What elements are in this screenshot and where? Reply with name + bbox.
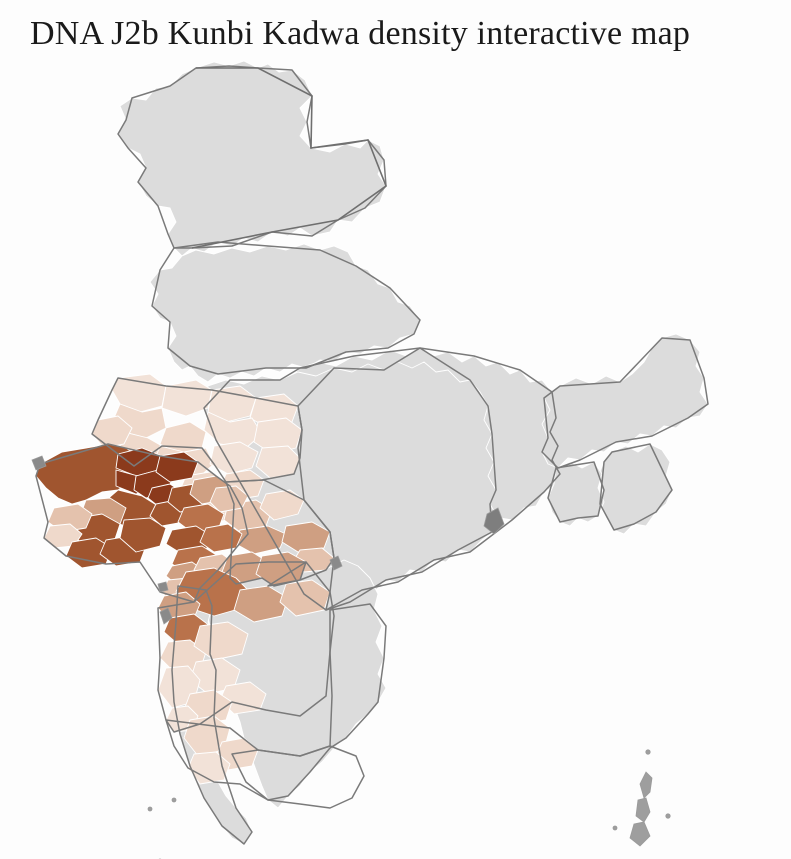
page-title: DNA J2b Kunbi Kadwa density interactive …: [30, 15, 691, 52]
island-lakshadweep-2: [171, 797, 177, 803]
island-speck-a: [645, 749, 651, 755]
islands-layer: [147, 749, 671, 859]
district-border-speck: [31, 455, 47, 471]
district-indore[interactable]: [259, 489, 305, 521]
district-khandwa[interactable]: [281, 521, 331, 553]
district-daman-diu: [157, 581, 169, 593]
district-sabarkantha[interactable]: [155, 451, 199, 483]
national-outline-layer: [191, 67, 387, 249]
district-bhavnagar[interactable]: [119, 517, 167, 553]
district-pune[interactable]: [193, 621, 249, 661]
district-mumbai-city: [159, 607, 173, 625]
dense-urban-districts-layer: [31, 455, 505, 625]
island-andaman-middle: [635, 797, 651, 823]
india-choropleth-map[interactable]: [0, 56, 791, 859]
district-kolkata: [483, 507, 505, 535]
district-kota[interactable]: [253, 417, 303, 455]
district-coastal-speck: [329, 555, 343, 571]
state-boundaries-layer: [35, 65, 709, 845]
district-aurangabad[interactable]: [279, 579, 331, 617]
island-speck-b: [665, 813, 671, 819]
island-andaman-north: [639, 771, 653, 799]
map-canvas[interactable]: [0, 56, 791, 859]
base-districts-layer: [117, 60, 709, 845]
island-speck-c: [612, 825, 618, 831]
island-andaman-south: [629, 821, 651, 847]
island-lakshadweep-1: [147, 806, 153, 812]
